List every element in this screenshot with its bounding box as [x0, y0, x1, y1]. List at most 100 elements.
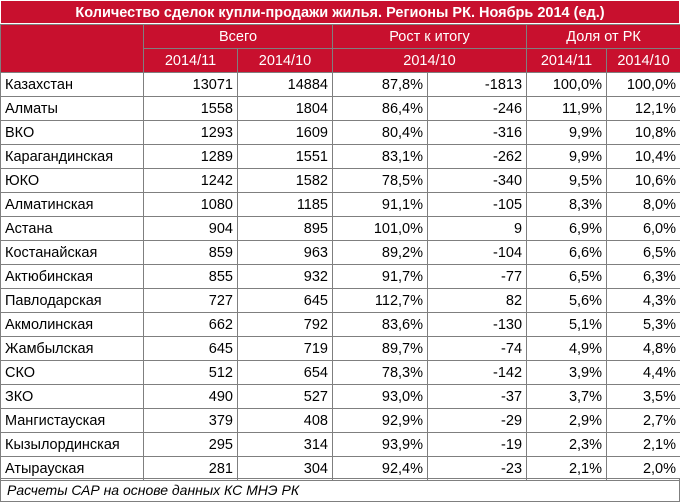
- growth-pct-cell: 89,2%: [332, 240, 428, 265]
- growth-pct-cell: 91,1%: [332, 192, 428, 217]
- region-cell: Жамбылская: [0, 336, 144, 361]
- region-cell: ВКО: [0, 120, 144, 145]
- region-cell: Алматы: [0, 96, 144, 121]
- table-row: ЗКО 490 527 93,0% -37 3,7% 3,5%: [0, 384, 680, 409]
- total-2014-10-cell: 527: [237, 384, 333, 409]
- growth-abs-cell: -262: [426, 144, 528, 169]
- growth-pct-cell: 92,4%: [332, 456, 428, 481]
- total-2014-11-cell: 645: [143, 336, 238, 361]
- growth-pct-cell: 92,9%: [332, 408, 428, 433]
- group-header-row: Всего Рост к итогу Доля от РК: [0, 24, 680, 73]
- region-cell: ЮКО: [0, 168, 144, 193]
- growth-abs-cell: -340: [426, 168, 528, 193]
- share-2014-10-cell: 5,3%: [606, 312, 680, 337]
- share-2014-10-cell: 4,8%: [606, 336, 680, 361]
- total-2014-11-cell: 727: [143, 288, 238, 313]
- total-2014-11-cell: 904: [143, 216, 238, 241]
- total-2014-11-cell: 512: [143, 360, 238, 385]
- share-2014-11-cell: 5,6%: [526, 288, 608, 313]
- growth-pct-cell: 80,4%: [332, 120, 428, 145]
- table-row: Кызылординская 295 314 93,9% -19 2,3% 2,1%: [0, 432, 680, 457]
- growth-abs-cell: -142: [426, 360, 528, 385]
- total-2014-11-cell: 490: [143, 384, 238, 409]
- table-row: Алматы 1558 1804 86,4% -246 11,9% 12,1%: [0, 96, 680, 121]
- table-row: ВКО 1293 1609 80,4% -316 9,9% 10,8%: [0, 120, 680, 145]
- growth-pct-cell: 78,5%: [332, 168, 428, 193]
- share-2014-11-cell: 6,5%: [526, 264, 608, 289]
- table-row: Акмолинская 662 792 83,6% -130 5,1% 5,3%: [0, 312, 680, 337]
- share-2014-10-cell: 6,3%: [606, 264, 680, 289]
- growth-pct-cell: 101,0%: [332, 216, 428, 241]
- total-2014-10-cell: 1609: [237, 120, 333, 145]
- growth-pct-cell: 93,0%: [332, 384, 428, 409]
- share-2014-11-cell: 9,9%: [526, 144, 608, 169]
- share-2014-10-cell: 6,5%: [606, 240, 680, 265]
- total-2014-10-cell: 654: [237, 360, 333, 385]
- group-share: Доля от РК: [526, 24, 680, 49]
- share-2014-11-cell: 2,9%: [526, 408, 608, 433]
- table-row: Костанайская 859 963 89,2% -104 6,6% 6,5%: [0, 240, 680, 265]
- share-2014-10-cell: 100,0%: [606, 72, 680, 97]
- growth-abs-cell: -29: [426, 408, 528, 433]
- share-2014-11-cell: 3,9%: [526, 360, 608, 385]
- share-2014-11-cell: 11,9%: [526, 96, 608, 121]
- share-2014-10-cell: 3,5%: [606, 384, 680, 409]
- region-cell: Кызылординская: [0, 432, 144, 457]
- table-row: Мангистауская 379 408 92,9% -29 2,9% 2,7%: [0, 408, 680, 433]
- total-2014-10-cell: 304: [237, 456, 333, 481]
- growth-abs-cell: -77: [426, 264, 528, 289]
- region-cell: Казахстан: [0, 72, 144, 97]
- table-row: СКО 512 654 78,3% -142 3,9% 4,4%: [0, 360, 680, 385]
- share-2014-10-cell: 10,8%: [606, 120, 680, 145]
- growth-abs-cell: -104: [426, 240, 528, 265]
- growth-pct-cell: 83,6%: [332, 312, 428, 337]
- sub-header-row: 2014/11 2014/10 2014/10 2014/11 2014/10: [1, 48, 680, 73]
- table-row: ЮКО 1242 1582 78,5% -340 9,5% 10,6%: [0, 168, 680, 193]
- share-2014-10-cell: 2,1%: [606, 432, 680, 457]
- region-header-blank: [0, 24, 144, 73]
- growth-abs-cell: -23: [426, 456, 528, 481]
- table-row: Астана 904 895 101,0% 9 6,9% 6,0%: [0, 216, 680, 241]
- region-cell: Павлодарская: [0, 288, 144, 313]
- share-2014-10-cell: 12,1%: [606, 96, 680, 121]
- total-2014-10-cell: 719: [237, 336, 333, 361]
- total-2014-11-cell: 1080: [143, 192, 238, 217]
- group-growth: Рост к итогу: [331, 24, 528, 49]
- growth-abs-cell: 9: [426, 216, 528, 241]
- total-2014-11-cell: 379: [143, 408, 238, 433]
- region-cell: Акмолинская: [0, 312, 144, 337]
- share-2014-10-cell: 6,0%: [606, 216, 680, 241]
- growth-pct-cell: 86,4%: [332, 96, 428, 121]
- table-row: Казахстан 13071 14884 87,8% -1813 100,0% 100,0…: [0, 72, 680, 97]
- region-cell: Астана: [0, 216, 144, 241]
- table-title: Количество сделок купли-продажи жилья. Р…: [0, 0, 680, 24]
- source-note: Расчеты САР на основе данных КС МНЭ РК: [0, 478, 680, 502]
- share-2014-11-cell: 8,3%: [526, 192, 608, 217]
- region-cell: ЗКО: [0, 384, 144, 409]
- growth-pct-cell: 83,1%: [332, 144, 428, 169]
- region-cell: Атырауская: [0, 456, 144, 481]
- total-2014-11-cell: 662: [143, 312, 238, 337]
- share-2014-11-cell: 3,7%: [526, 384, 608, 409]
- total-2014-10-cell: 1551: [237, 144, 333, 169]
- growth-pct-cell: 87,8%: [332, 72, 428, 97]
- table-row: Алматинская 1080 1185 91,1% -105 8,3% 8,0%: [0, 192, 680, 217]
- table-row: Карагандинская 1289 1551 83,1% -262 9,9% 10,4%: [0, 144, 680, 169]
- growth-pct-cell: 93,9%: [332, 432, 428, 457]
- group-total: Всего: [143, 24, 333, 49]
- subheader-share-a: 2014/11: [526, 48, 608, 73]
- share-2014-11-cell: 2,1%: [526, 456, 608, 481]
- share-2014-10-cell: 4,4%: [606, 360, 680, 385]
- share-2014-11-cell: 4,9%: [526, 336, 608, 361]
- growth-abs-cell: 82: [426, 288, 528, 313]
- share-2014-11-cell: 9,9%: [526, 120, 608, 145]
- growth-pct-cell: 89,7%: [332, 336, 428, 361]
- total-2014-10-cell: 932: [237, 264, 333, 289]
- region-cell: Мангистауская: [0, 408, 144, 433]
- subheader-total-a: 2014/11: [143, 48, 238, 73]
- subheader-total-b: 2014/10: [237, 48, 333, 73]
- share-2014-10-cell: 4,3%: [606, 288, 680, 313]
- share-2014-10-cell: 2,0%: [606, 456, 680, 481]
- growth-abs-cell: -246: [426, 96, 528, 121]
